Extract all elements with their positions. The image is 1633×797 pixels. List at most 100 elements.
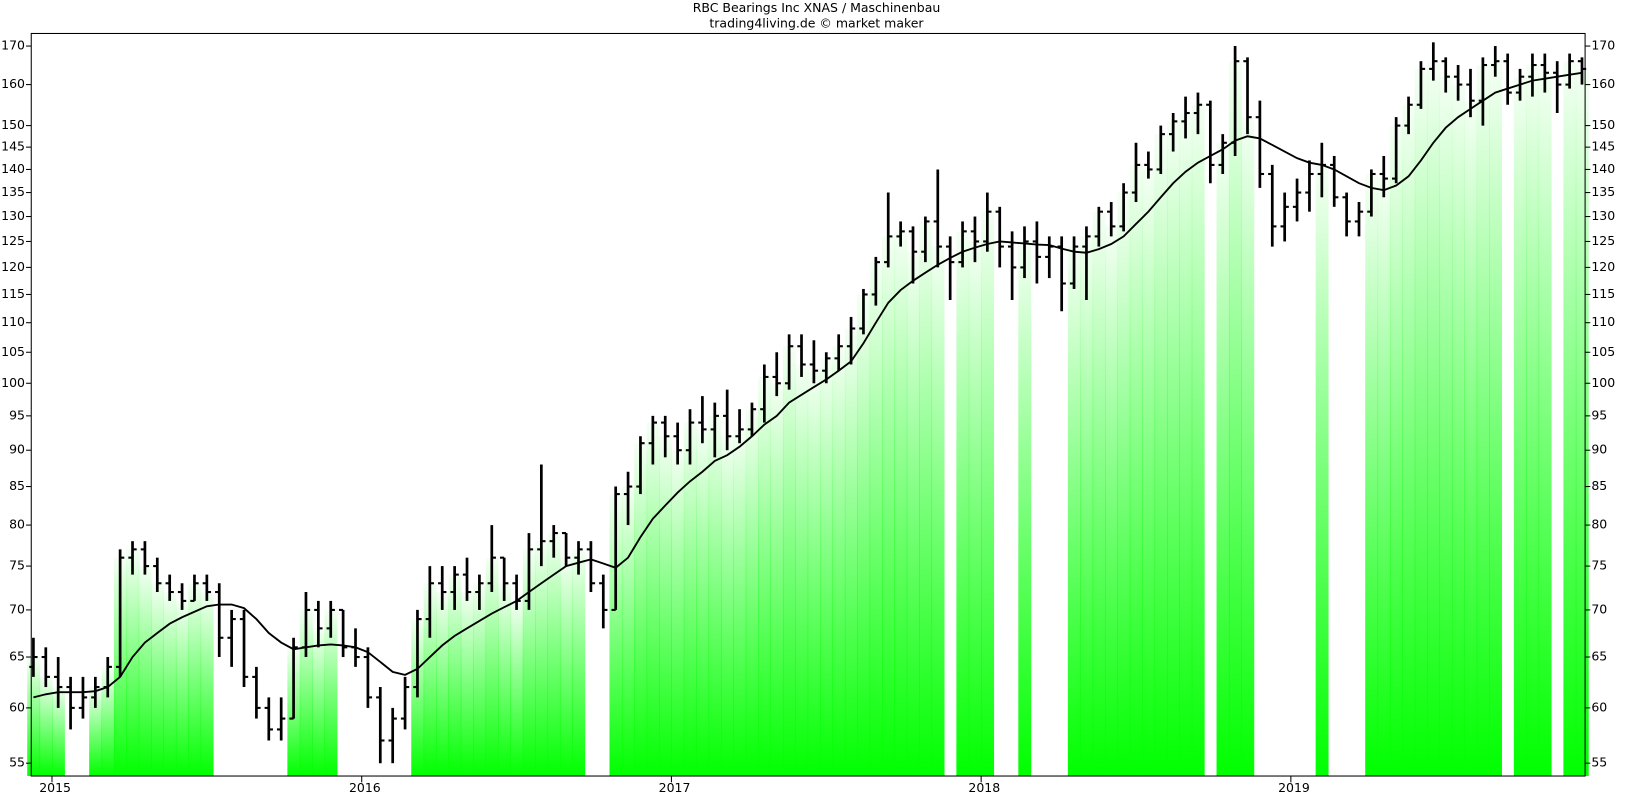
y-tick-label-left: 70	[9, 601, 25, 616]
fill-column	[299, 609, 313, 777]
fill-column	[1228, 61, 1242, 777]
y-tick-label-right: 145	[1591, 139, 1615, 154]
y-tick-label-right: 135	[1591, 184, 1615, 199]
fill-column	[1129, 164, 1143, 777]
y-tick-label-left: 115	[1, 286, 25, 301]
fill-column	[188, 583, 202, 777]
fill-column	[1526, 65, 1540, 777]
fill-column	[1538, 72, 1552, 777]
fill-column	[436, 592, 449, 777]
fill-column	[646, 422, 660, 777]
fill-column	[1476, 65, 1490, 777]
fill-column	[312, 628, 326, 777]
fill-column	[126, 549, 140, 777]
fill-column	[981, 211, 995, 777]
fill-column	[634, 443, 648, 777]
y-tick-label-right: 60	[1591, 699, 1607, 714]
fill-column	[683, 422, 697, 777]
fill-column	[894, 231, 908, 777]
y-tick-label-left: 125	[1, 233, 25, 248]
fill-column	[411, 619, 425, 777]
fill-column	[1389, 125, 1403, 777]
x-tick-label: 2015	[39, 780, 71, 795]
fill-column	[1191, 104, 1205, 777]
fill-column	[175, 600, 189, 777]
y-tick-label-left: 55	[9, 755, 25, 770]
fill-column	[919, 221, 933, 777]
fill-column	[968, 241, 982, 777]
fill-column	[869, 262, 883, 777]
y-tick-label-left: 105	[1, 344, 25, 359]
fill-column	[758, 376, 772, 777]
chart-subtitle: trading4living.de © market maker	[709, 16, 924, 31]
fill-column	[1216, 142, 1230, 777]
y-tick-label-left: 135	[1, 184, 25, 199]
fill-column	[89, 687, 103, 777]
fill-column	[770, 383, 784, 777]
fill-column	[1080, 236, 1094, 777]
fill-column	[882, 236, 895, 777]
fill-column	[1513, 76, 1527, 777]
y-tick-label-right: 140	[1591, 161, 1615, 176]
fill-column	[1414, 68, 1428, 777]
fill-column	[448, 574, 462, 777]
fill-column	[1142, 169, 1156, 777]
y-tick-label-left: 150	[1, 117, 25, 132]
y-tick-label-right: 75	[1591, 558, 1607, 573]
y-tick-label-right: 130	[1591, 208, 1615, 223]
y-tick-label-left: 100	[1, 375, 25, 390]
x-tick-label: 2018	[968, 780, 1000, 795]
y-tick-label-left: 140	[1, 161, 25, 176]
y-tick-label-left: 130	[1, 208, 25, 223]
fill-column	[1018, 241, 1032, 777]
y-tick-label-left: 65	[9, 649, 25, 664]
fill-column	[423, 583, 437, 777]
y-tick-label-left: 75	[9, 558, 25, 573]
fill-column	[1575, 68, 1589, 777]
fill-column	[324, 609, 338, 777]
fill-column	[832, 346, 846, 777]
chart-title: RBC Bearings Inc XNAS / Maschinenbau	[693, 0, 941, 15]
y-tick-label-left: 160	[1, 76, 25, 91]
fill-column	[1105, 226, 1118, 777]
fill-column	[1117, 192, 1131, 777]
fill-column	[621, 486, 635, 777]
y-tick-label-left: 170	[1, 38, 25, 53]
fill-column	[27, 657, 41, 777]
y-tick-label-left: 80	[9, 517, 25, 532]
fill-column	[1451, 84, 1465, 777]
y-tick-label-right: 110	[1591, 314, 1615, 329]
fill-column	[931, 246, 945, 777]
fill-column	[101, 666, 115, 777]
fill-column	[473, 583, 487, 777]
fill-column	[1092, 211, 1106, 777]
fill-column	[510, 600, 524, 777]
y-tick-label-left: 120	[1, 259, 25, 274]
y-tick-label-right: 115	[1591, 286, 1615, 301]
y-tick-label-left: 95	[9, 407, 25, 422]
fill-column	[906, 251, 920, 777]
fill-column	[782, 346, 796, 777]
fill-column	[535, 541, 549, 777]
y-tick-label-left: 85	[9, 478, 25, 493]
fill-column	[1427, 61, 1441, 777]
y-tick-label-left: 60	[9, 699, 25, 714]
fill-column	[1067, 246, 1081, 777]
y-tick-label-right: 90	[1591, 442, 1607, 457]
plot-frame	[30, 32, 1586, 777]
fill-column	[559, 557, 573, 777]
y-tick-label-right: 55	[1591, 755, 1607, 770]
fill-column	[1179, 113, 1193, 777]
fill-column	[1365, 173, 1379, 777]
fill-column	[956, 231, 970, 777]
fill-column	[547, 533, 561, 777]
fill-column	[460, 592, 474, 777]
fill-column	[1315, 164, 1329, 777]
fill-column	[857, 294, 871, 777]
fill-column	[39, 676, 53, 777]
y-tick-label-right: 100	[1591, 375, 1615, 390]
fill-column	[1377, 178, 1391, 777]
fill-column	[572, 549, 586, 777]
y-tick-label-right: 150	[1591, 117, 1615, 132]
